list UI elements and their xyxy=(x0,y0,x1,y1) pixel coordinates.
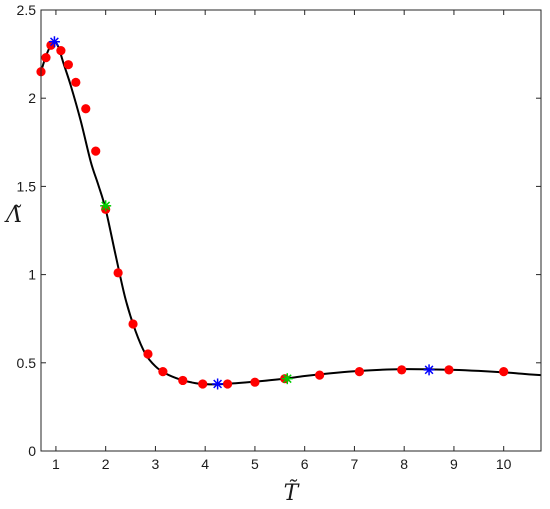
asterisk-marker xyxy=(100,200,112,212)
x-tick-label: 6 xyxy=(301,456,309,472)
asterisk-marker xyxy=(281,373,293,385)
x-tick-label: 7 xyxy=(351,456,359,472)
circle-marker xyxy=(143,349,153,359)
y-tick-label: 2.5 xyxy=(17,2,37,18)
circle-marker xyxy=(222,379,233,389)
x-tick-label: 3 xyxy=(152,456,160,472)
asterisk-marker xyxy=(423,364,435,376)
x-tick-label: 9 xyxy=(450,456,458,472)
circle-marker xyxy=(354,367,365,377)
circle-marker xyxy=(499,367,509,377)
circle-marker xyxy=(178,375,188,386)
circle-marker xyxy=(71,77,81,87)
y-tick-label: 0.5 xyxy=(17,355,37,371)
circle-marker xyxy=(113,268,123,278)
circle-marker xyxy=(41,53,51,63)
asterisk-marker xyxy=(48,36,60,48)
x-tick-label: 1 xyxy=(52,456,60,472)
circle-marker xyxy=(81,104,91,114)
chart-marks xyxy=(36,36,542,390)
circle-marker xyxy=(397,365,407,375)
circle-marker xyxy=(444,365,454,375)
x-tick-label: 5 xyxy=(251,456,259,472)
y-tick-label: 2 xyxy=(28,90,36,106)
y-axis-label: Λ̃ xyxy=(4,203,22,228)
x-tick-label: 10 xyxy=(496,456,512,472)
y-tick-label: 1 xyxy=(28,267,36,283)
x-axis-label: T̃ xyxy=(284,480,301,506)
circle-marker xyxy=(315,370,325,380)
circle-marker xyxy=(158,367,168,377)
curve-line xyxy=(40,40,542,386)
y-tick-label: 0 xyxy=(28,443,36,459)
x-tick-label: 4 xyxy=(201,456,209,472)
plot-frame xyxy=(40,9,542,452)
circle-marker xyxy=(198,379,208,389)
circle-marker xyxy=(128,319,138,329)
circle-marker xyxy=(56,45,66,56)
x-tick-label: 2 xyxy=(102,456,110,472)
x-tick-label: 8 xyxy=(400,456,408,472)
asterisk-marker xyxy=(212,378,224,390)
circle-marker xyxy=(63,60,73,70)
circle-marker xyxy=(91,146,101,156)
circle-marker xyxy=(250,377,260,387)
chart-ticks: 1 2 3 4 5 6 7 8 9 10 0 0.5 1 1.5 2 2.5 xyxy=(17,2,541,472)
y-tick-label: 1.5 xyxy=(17,178,37,194)
